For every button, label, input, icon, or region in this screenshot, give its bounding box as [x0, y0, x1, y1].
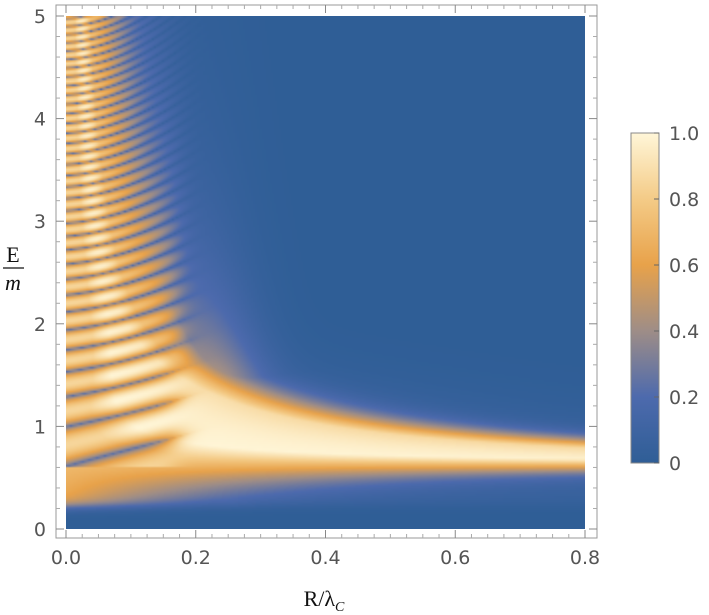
colorbar-tick-label: 0.4 [669, 321, 699, 343]
x-axis-label-subscript: C [335, 600, 345, 615]
colorbar-tick-label: 0 [669, 453, 681, 475]
y-tick-labels: 0 1 2 3 4 5 [34, 6, 46, 541]
y-tick-label: 1 [34, 416, 46, 438]
x-tick-label: 0.2 [181, 547, 211, 569]
axis-ticks [56, 5, 597, 538]
heatmap-image [66, 16, 585, 529]
x-tick-label: 0.4 [310, 547, 340, 569]
x-tick-label: 0.8 [570, 547, 600, 569]
y-tick-label: 2 [34, 314, 46, 336]
colorbar [630, 132, 660, 464]
x-axis-label-main: R/λ [304, 586, 336, 611]
colorbar-tick-label: 0.2 [669, 387, 699, 409]
y-tick-label: 5 [34, 6, 46, 28]
x-axis-label: R/λC [304, 586, 345, 615]
y-tick-label: 0 [34, 519, 46, 541]
y-axis-label-numerator: E [6, 242, 19, 267]
y-axis-label: E m [3, 242, 24, 295]
colorbar-tick-label: 1.0 [669, 123, 699, 145]
x-tick-label: 0.0 [51, 547, 81, 569]
colorbar-ticks: 0 0.2 0.4 0.6 0.8 1.0 [654, 123, 699, 475]
y-tick-label: 4 [34, 109, 46, 131]
x-tick-label: 0.6 [440, 547, 470, 569]
x-tick-labels: 0.0 0.2 0.4 0.6 0.8 [51, 547, 600, 569]
colorbar-tick-label: 0.6 [669, 255, 699, 277]
y-axis-label-denominator: m [5, 270, 21, 295]
colorbar-tick-label: 0.8 [669, 189, 699, 211]
y-tick-label: 3 [34, 211, 46, 233]
plot-frame [55, 4, 598, 539]
